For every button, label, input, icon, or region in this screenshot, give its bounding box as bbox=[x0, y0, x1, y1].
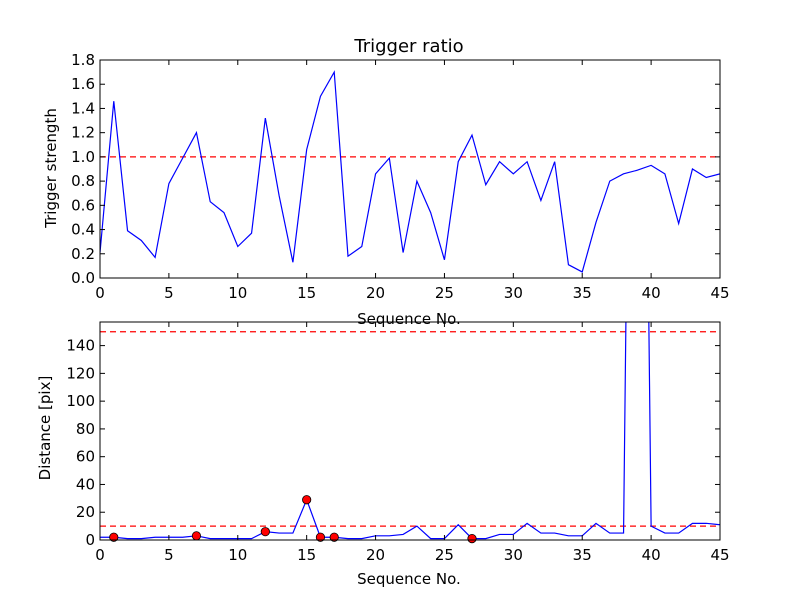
y-tick-label: 0.6 bbox=[71, 196, 95, 214]
x-tick-label: 0 bbox=[95, 284, 105, 302]
y-tick-label: 120 bbox=[66, 364, 95, 382]
y-tick-label: 1.2 bbox=[71, 124, 95, 142]
series-line bbox=[100, 322, 720, 540]
chart-title: Trigger ratio bbox=[353, 36, 463, 57]
distance-chart: Sequence No. Distance [pix] 0 5 10 15 20 25 30… bbox=[36, 321, 730, 588]
y-tick-label: 1.6 bbox=[71, 75, 95, 93]
y-axis-label: Distance [pix] bbox=[36, 376, 54, 481]
y-tick-label: 40 bbox=[76, 475, 95, 493]
x-tick-label: 40 bbox=[642, 546, 661, 564]
y-tick-label: 0.2 bbox=[71, 245, 95, 263]
y-tick-label: 0.8 bbox=[71, 172, 95, 190]
x-tick-label: 30 bbox=[504, 546, 523, 564]
y-tick-label: 0.4 bbox=[71, 221, 95, 239]
series-line bbox=[100, 70, 720, 273]
x-tick-label: 20 bbox=[366, 284, 385, 302]
x-tick-label: 25 bbox=[435, 546, 454, 564]
axes-frame bbox=[99, 59, 721, 279]
y-tick-label: 1.0 bbox=[71, 148, 95, 166]
x-tick-label: 45 bbox=[710, 546, 729, 564]
data-point bbox=[315, 532, 326, 542]
x-tick-label: 25 bbox=[435, 284, 454, 302]
x-tick-label: 15 bbox=[297, 284, 316, 302]
x-tick-label: 15 bbox=[297, 546, 316, 564]
x-axis-label: Sequence No. bbox=[357, 570, 461, 588]
x-tick-label: 10 bbox=[228, 546, 247, 564]
y-tick-label: 1.4 bbox=[71, 99, 95, 117]
y-tick-label: 140 bbox=[66, 337, 95, 355]
trigger-ratio-chart: Trigger ratio Sequence No. Trigger stren… bbox=[42, 36, 730, 328]
x-tick-label: 35 bbox=[573, 546, 592, 564]
y-axis-label: Trigger strength bbox=[42, 108, 60, 229]
x-tick-label: 20 bbox=[366, 546, 385, 564]
x-tick-label: 45 bbox=[710, 284, 729, 302]
data-point bbox=[467, 534, 477, 544]
data-point bbox=[260, 527, 270, 537]
y-tick-label: 60 bbox=[76, 448, 95, 466]
data-point bbox=[302, 495, 312, 505]
x-tick-label: 35 bbox=[573, 284, 592, 302]
y-tick-label: 1.8 bbox=[71, 51, 95, 69]
x-tick-label: 40 bbox=[642, 284, 661, 302]
x-axis-label: Sequence No. bbox=[357, 310, 461, 328]
x-tick-label: 30 bbox=[504, 284, 523, 302]
y-tick-label: 0 bbox=[85, 531, 95, 549]
data-point bbox=[329, 532, 339, 542]
y-tick-label: 100 bbox=[66, 392, 95, 410]
x-tick-label: 5 bbox=[164, 284, 174, 302]
data-point bbox=[109, 532, 119, 542]
data-point bbox=[191, 531, 202, 541]
y-tick-label: 80 bbox=[76, 420, 95, 438]
x-tick-label: 5 bbox=[164, 546, 174, 564]
x-tick-label: 0 bbox=[95, 546, 105, 564]
axes-frame bbox=[99, 321, 721, 541]
y-tick-label: 20 bbox=[76, 503, 95, 521]
y-tick-label: 0.0 bbox=[71, 269, 95, 287]
x-tick-label: 10 bbox=[228, 284, 247, 302]
